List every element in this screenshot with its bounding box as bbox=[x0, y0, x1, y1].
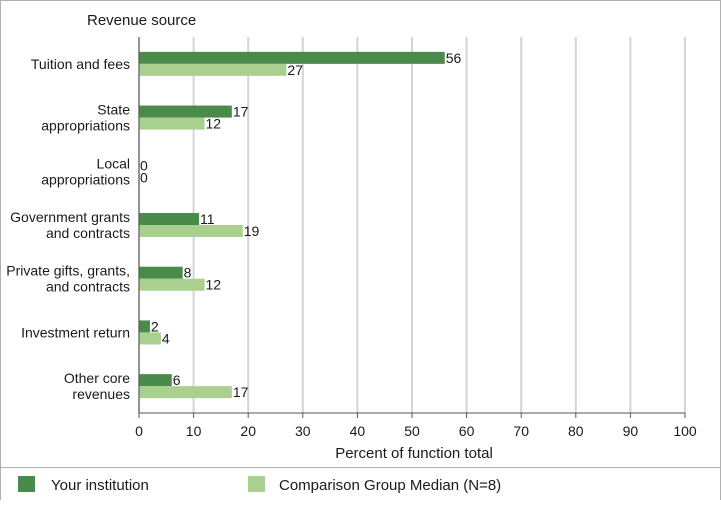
category-label: Investment return bbox=[21, 324, 130, 340]
bar-value-label: 4 bbox=[162, 330, 170, 346]
bar-your-institution bbox=[139, 213, 200, 225]
bar-value-label: 17 bbox=[233, 384, 249, 400]
x-tick-label: 0 bbox=[135, 423, 143, 439]
x-axis-label: Percent of function total bbox=[335, 445, 493, 462]
legend-label-comparison-median: Comparison Group Median (N=8) bbox=[279, 477, 501, 494]
category-labels: Tuition and fees State appropriations Local… bbox=[6, 56, 130, 402]
legend: Your institution Comparison Group Median… bbox=[1, 467, 720, 500]
bar-your-institution bbox=[139, 105, 232, 118]
bar-value-label: 12 bbox=[206, 116, 222, 132]
bar-comparison-median bbox=[139, 63, 287, 76]
bar-value-label: 0 bbox=[140, 169, 148, 185]
category-label: Private gifts, grants, and contracts bbox=[6, 263, 130, 295]
bar-comparison-median bbox=[139, 225, 243, 237]
x-tick-label: 20 bbox=[240, 423, 256, 439]
x-tick-label: 50 bbox=[404, 423, 420, 439]
category-label: Local appropriations bbox=[41, 155, 130, 187]
bar-value-label: 17 bbox=[233, 104, 249, 120]
x-axis-ticks: 0 10 20 30 40 50 60 70 80 90 100 bbox=[135, 37, 697, 439]
bar-your-institution bbox=[139, 374, 172, 387]
bar-comparison-median bbox=[139, 278, 205, 291]
bar-your-institution bbox=[139, 51, 445, 64]
bar-value-label: 2 bbox=[151, 318, 159, 334]
bar-value-label: 56 bbox=[446, 50, 462, 66]
bar-value-label: 19 bbox=[244, 223, 260, 239]
bar-value-label: 11 bbox=[200, 211, 215, 227]
x-tick-label: 30 bbox=[295, 423, 311, 439]
category-label: State appropriations bbox=[41, 102, 130, 134]
bar-value-label: 27 bbox=[287, 62, 303, 78]
bar-your-institution bbox=[139, 320, 150, 333]
x-tick-label: 60 bbox=[459, 423, 475, 439]
legend-label-your-institution: Your institution bbox=[51, 477, 149, 494]
gridlines bbox=[138, 37, 686, 413]
x-tick-label: 90 bbox=[623, 423, 639, 439]
x-tick-label: 10 bbox=[186, 423, 202, 439]
x-tick-label: 100 bbox=[673, 423, 697, 439]
bar-your-institution bbox=[139, 266, 183, 279]
bar-comparison-median bbox=[139, 332, 161, 345]
bar-value-label: 0 bbox=[140, 157, 148, 173]
legend-swatch-comparison-median bbox=[248, 476, 265, 492]
bar-value-label: 12 bbox=[206, 277, 222, 293]
x-tick-label: 40 bbox=[350, 423, 366, 439]
bar-value-label: 8 bbox=[184, 265, 192, 281]
legend-swatch-your-institution bbox=[18, 476, 35, 492]
bar-comparison-median bbox=[139, 386, 232, 399]
category-label: Government grants and contracts bbox=[10, 209, 130, 241]
bars: 56 27 17 12 00 11 19 8 12 24 6 17 bbox=[139, 50, 462, 400]
category-label: Tuition and fees bbox=[31, 56, 130, 72]
bar-comparison-median bbox=[139, 117, 205, 130]
chart-title: Revenue source bbox=[87, 12, 196, 29]
x-tick-label: 70 bbox=[513, 423, 529, 439]
bar-value-label: 6 bbox=[173, 372, 181, 388]
x-tick-label: 80 bbox=[568, 423, 584, 439]
category-label: Other core revenues bbox=[64, 370, 130, 402]
